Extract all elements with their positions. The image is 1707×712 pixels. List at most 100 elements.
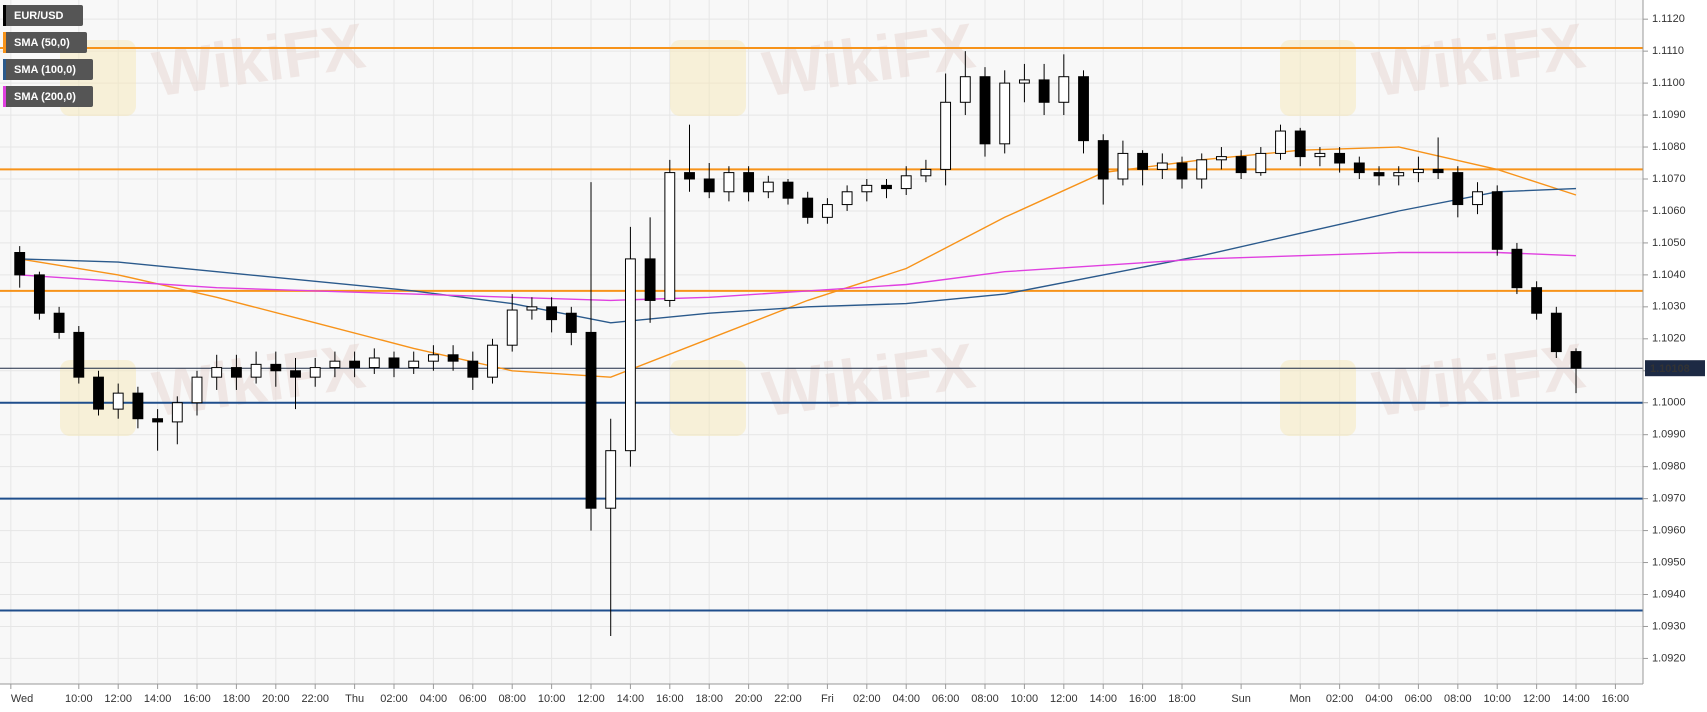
candle-body bbox=[605, 450, 617, 509]
candle-body bbox=[940, 101, 952, 170]
candle-body bbox=[349, 360, 361, 369]
candle-body bbox=[270, 363, 282, 372]
candle-body bbox=[171, 402, 183, 423]
candle-body bbox=[250, 363, 262, 378]
sma-line bbox=[19, 146, 1577, 378]
candle-body bbox=[1196, 159, 1208, 180]
candles bbox=[14, 51, 1582, 637]
y-tick-label: 1.0970 bbox=[1652, 493, 1686, 505]
candle-body bbox=[14, 252, 26, 276]
plot-background bbox=[0, 0, 1643, 684]
candle-body bbox=[1550, 312, 1562, 353]
candle-body bbox=[920, 168, 932, 177]
watermark-logo bbox=[1280, 360, 1356, 436]
y-tick-label: 1.1070 bbox=[1652, 173, 1686, 185]
x-tick-label: 14:00 bbox=[1562, 693, 1590, 705]
candle-body bbox=[703, 178, 715, 193]
candle-body bbox=[487, 344, 498, 378]
candle-body bbox=[1412, 168, 1424, 174]
y-tick-label: 1.0940 bbox=[1652, 588, 1686, 600]
candle-body bbox=[1432, 168, 1444, 174]
candle-body bbox=[191, 376, 203, 404]
candle-body bbox=[329, 360, 341, 369]
candle-body bbox=[1334, 152, 1346, 164]
x-tick-label: 18:00 bbox=[1168, 693, 1196, 705]
candle-body bbox=[1156, 162, 1168, 170]
y-tick-label: 1.1020 bbox=[1652, 333, 1686, 345]
candle-body bbox=[526, 306, 538, 311]
candle-body bbox=[93, 376, 104, 410]
candle-body bbox=[1097, 140, 1109, 180]
candle-body bbox=[1294, 130, 1306, 158]
candle-body bbox=[684, 172, 695, 180]
candle-body bbox=[1078, 76, 1089, 142]
candle-body bbox=[1393, 172, 1405, 177]
legend-swatch bbox=[3, 5, 6, 26]
candle-body bbox=[1058, 76, 1070, 103]
candle-body bbox=[1353, 162, 1365, 174]
candle-body bbox=[1235, 156, 1247, 174]
candle-body bbox=[368, 357, 380, 369]
legend-box bbox=[3, 59, 93, 80]
y-tick-label: 1.0930 bbox=[1652, 620, 1686, 632]
candle-body bbox=[802, 197, 814, 218]
candle-body bbox=[230, 367, 242, 378]
x-tick-label: 02:00 bbox=[380, 693, 408, 705]
candle-body bbox=[467, 360, 479, 378]
candle-body bbox=[1038, 79, 1050, 103]
candle-body bbox=[585, 331, 597, 509]
legend-swatch bbox=[3, 59, 6, 80]
x-tick-label: 12:00 bbox=[1050, 693, 1078, 705]
legend-label: SMA (200,0) bbox=[14, 91, 76, 103]
candle-body bbox=[1570, 351, 1582, 369]
legend-box bbox=[3, 5, 83, 26]
x-tick-label: 04:00 bbox=[1365, 693, 1393, 705]
candle-body bbox=[1018, 79, 1030, 84]
x-tick-label: 16:00 bbox=[1602, 693, 1630, 705]
y-tick-label: 1.1120 bbox=[1652, 13, 1685, 25]
y-tick-label: 1.1050 bbox=[1652, 237, 1686, 249]
legend-label: SMA (100,0) bbox=[14, 64, 76, 76]
candle-body bbox=[427, 354, 439, 362]
candle-body bbox=[644, 258, 656, 301]
candle-body bbox=[959, 76, 971, 103]
candle-body bbox=[664, 172, 676, 301]
x-tick-label: 16:00 bbox=[656, 693, 684, 705]
x-tick-label: 10:00 bbox=[1011, 693, 1039, 705]
x-tick-label: 02:00 bbox=[853, 693, 881, 705]
sma-line bbox=[19, 187, 1577, 324]
candle-body bbox=[999, 82, 1011, 145]
candle-body bbox=[841, 191, 853, 206]
candle-body bbox=[782, 181, 794, 199]
candle-body bbox=[1531, 287, 1543, 314]
x-tick-label: 22:00 bbox=[301, 693, 329, 705]
candle-body bbox=[309, 367, 321, 378]
candle-body bbox=[762, 181, 774, 193]
x-tick-label: 22:00 bbox=[774, 693, 802, 705]
y-tick-label: 1.1110 bbox=[1652, 45, 1684, 57]
x-tick-label: 14:00 bbox=[617, 693, 645, 705]
x-tick-label: 06:00 bbox=[932, 693, 960, 705]
x-tick-label: 12:00 bbox=[1523, 693, 1551, 705]
x-tick-label: 16:00 bbox=[183, 693, 211, 705]
x-tick-label: Thu bbox=[345, 693, 364, 705]
candle-body bbox=[112, 392, 124, 410]
legend: EUR/USD SMA (50,0) SMA (100,0) SMA (200,0) bbox=[3, 5, 93, 107]
x-tick-label: Mon bbox=[1290, 693, 1311, 705]
x-tick-label: 10:00 bbox=[65, 693, 93, 705]
legend-label: EUR/USD bbox=[14, 10, 64, 22]
candle-body bbox=[73, 331, 85, 378]
candle-body bbox=[723, 172, 735, 193]
x-tick-label: 10:00 bbox=[538, 693, 566, 705]
sma-line bbox=[19, 251, 1577, 302]
x-tick-label: 08:00 bbox=[498, 693, 526, 705]
y-tick-label: 1.1000 bbox=[1652, 397, 1686, 409]
candle-body bbox=[33, 274, 45, 314]
candle-body bbox=[53, 312, 65, 333]
x-tick-label: 04:00 bbox=[892, 693, 920, 705]
candle-body bbox=[132, 392, 144, 420]
y-tick-label: 1.0990 bbox=[1652, 429, 1686, 441]
candle-body bbox=[546, 306, 558, 321]
candle-body bbox=[1275, 130, 1286, 154]
